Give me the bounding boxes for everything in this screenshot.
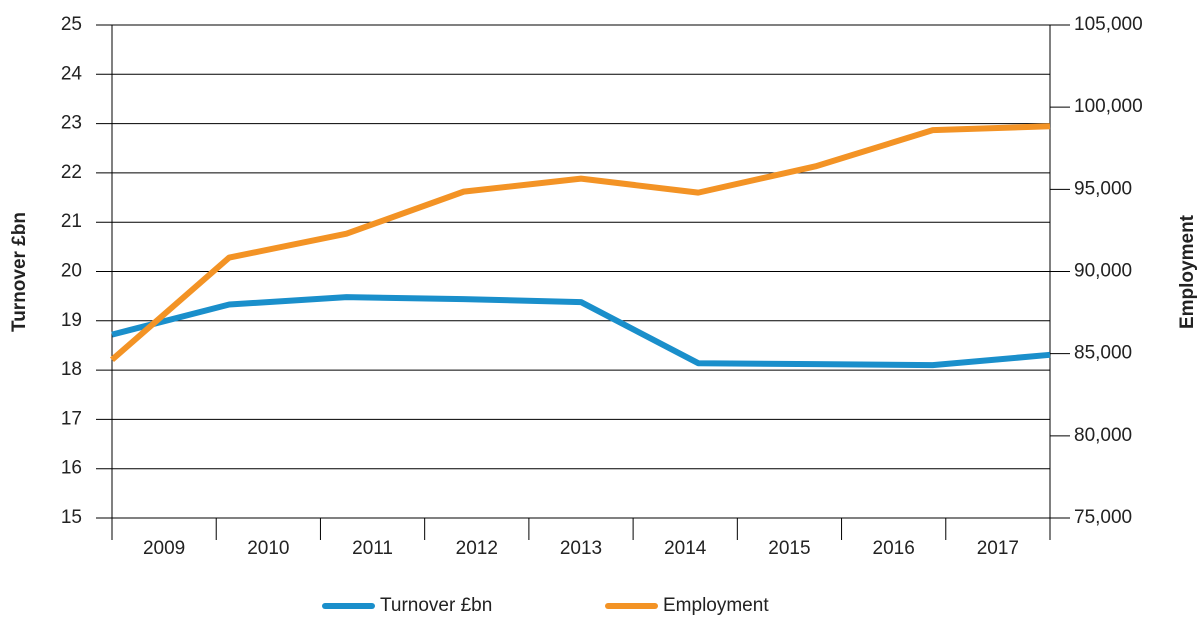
y2-tick-label: 95,000 bbox=[1074, 178, 1132, 199]
y-tick-label: 19 bbox=[61, 310, 82, 331]
y-tick-label: 21 bbox=[61, 211, 82, 232]
y-tick-label: 16 bbox=[61, 458, 82, 479]
y2-tick-label: 90,000 bbox=[1074, 261, 1132, 282]
x-tick-label: 2010 bbox=[247, 538, 289, 559]
y-tick-label: 24 bbox=[61, 63, 83, 84]
y-tick-label: 20 bbox=[61, 261, 82, 282]
x-tick-label: 2017 bbox=[977, 538, 1019, 559]
y2-tick-label: 100,000 bbox=[1074, 96, 1143, 117]
x-tick-label: 2014 bbox=[664, 538, 707, 559]
y2-tick-label: 105,000 bbox=[1074, 14, 1143, 35]
y-tick-label: 25 bbox=[61, 14, 82, 35]
y2-tick-label: 80,000 bbox=[1074, 425, 1132, 446]
x-tick-label: 2011 bbox=[352, 538, 393, 559]
legend-label: Employment bbox=[663, 595, 769, 616]
y2-tick-label: 85,000 bbox=[1074, 343, 1132, 364]
y-tick-label: 23 bbox=[61, 113, 82, 134]
y2-axis-title: Employment bbox=[1177, 214, 1198, 329]
x-tick-label: 2009 bbox=[143, 538, 185, 559]
y-tick-label: 22 bbox=[61, 162, 82, 183]
y-axis-title: Turnover £bn bbox=[9, 212, 30, 332]
y-tick-label: 18 bbox=[61, 359, 82, 380]
y-tick-label: 15 bbox=[61, 507, 82, 528]
x-tick-label: 2012 bbox=[456, 538, 498, 559]
y2-tick-label: 75,000 bbox=[1074, 507, 1132, 528]
series-line bbox=[111, 294, 1051, 369]
legend-label: Turnover £bn bbox=[380, 595, 492, 616]
x-tick-label: 2013 bbox=[560, 538, 602, 559]
y-tick-label: 17 bbox=[61, 408, 82, 429]
x-tick-label: 2015 bbox=[768, 538, 810, 559]
series-line bbox=[110, 123, 1051, 363]
x-tick-label: 2016 bbox=[873, 538, 915, 559]
